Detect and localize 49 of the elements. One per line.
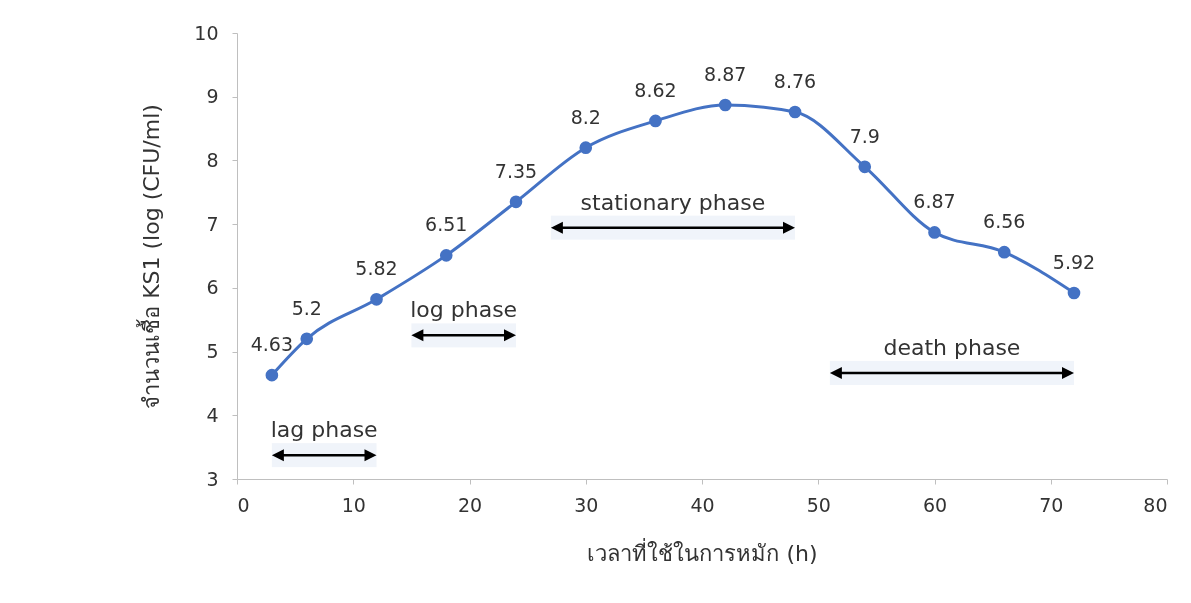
band-label: stationary phase [580, 189, 766, 215]
point [718, 98, 732, 112]
y-tick-label: 7 [206, 212, 219, 235]
band-label: death phase [883, 334, 1021, 360]
x-tick-label: 0 [237, 493, 250, 516]
y-tick-label: 8 [206, 148, 219, 171]
point [997, 245, 1011, 259]
x-tick-label: 30 [574, 493, 599, 516]
data-label: 6.56 [983, 210, 1026, 233]
y-tick-label: 10 [194, 21, 219, 44]
data-label: 7.9 [849, 124, 880, 147]
point [649, 114, 662, 128]
point [858, 160, 872, 174]
data-label: 8.76 [773, 70, 817, 93]
y-tick-label: 5 [206, 340, 219, 363]
point [579, 141, 593, 154]
data-label: 5.92 [1052, 250, 1096, 273]
x-tick-label: 50 [806, 493, 831, 516]
x-tick-label: 40 [690, 493, 715, 516]
data-label: 8.2 [570, 105, 601, 128]
x-tick-label: 10 [341, 493, 366, 516]
x-tick-label: 60 [922, 493, 948, 516]
x-tick-label: 70 [1039, 493, 1064, 516]
point [928, 226, 941, 239]
y-axis-title: จำนวนเชื้อ KS1 (log (CFU/ml) [136, 104, 165, 409]
point [509, 195, 523, 209]
data-label: 4.63 [250, 333, 294, 356]
x-tick-label: 20 [457, 493, 483, 516]
point [1067, 286, 1081, 300]
y-tick-label: 9 [206, 85, 219, 108]
point [265, 368, 279, 382]
x-tick-label: 80 [1143, 493, 1168, 516]
data-label: 5.82 [355, 257, 398, 280]
data-label: 6.51 [425, 213, 468, 236]
band-label: log phase [410, 297, 518, 323]
data-label: 7.35 [494, 159, 538, 182]
point [370, 293, 383, 306]
point [439, 249, 453, 262]
data-label: 6.87 [913, 190, 956, 213]
data-label: 5.2 [291, 296, 322, 319]
data-label: 8.87 [704, 63, 747, 85]
band-label: lag phase [270, 417, 378, 443]
data-label: 8.62 [634, 78, 677, 101]
y-tick-label: 6 [206, 276, 219, 299]
y-tick-label: 4 [206, 403, 219, 426]
y-tick-label: 3 [206, 467, 219, 490]
point [300, 332, 314, 346]
x-axis-title: เวลาที่ใช้ในการหมัก (h) [587, 537, 818, 566]
point [788, 105, 802, 119]
